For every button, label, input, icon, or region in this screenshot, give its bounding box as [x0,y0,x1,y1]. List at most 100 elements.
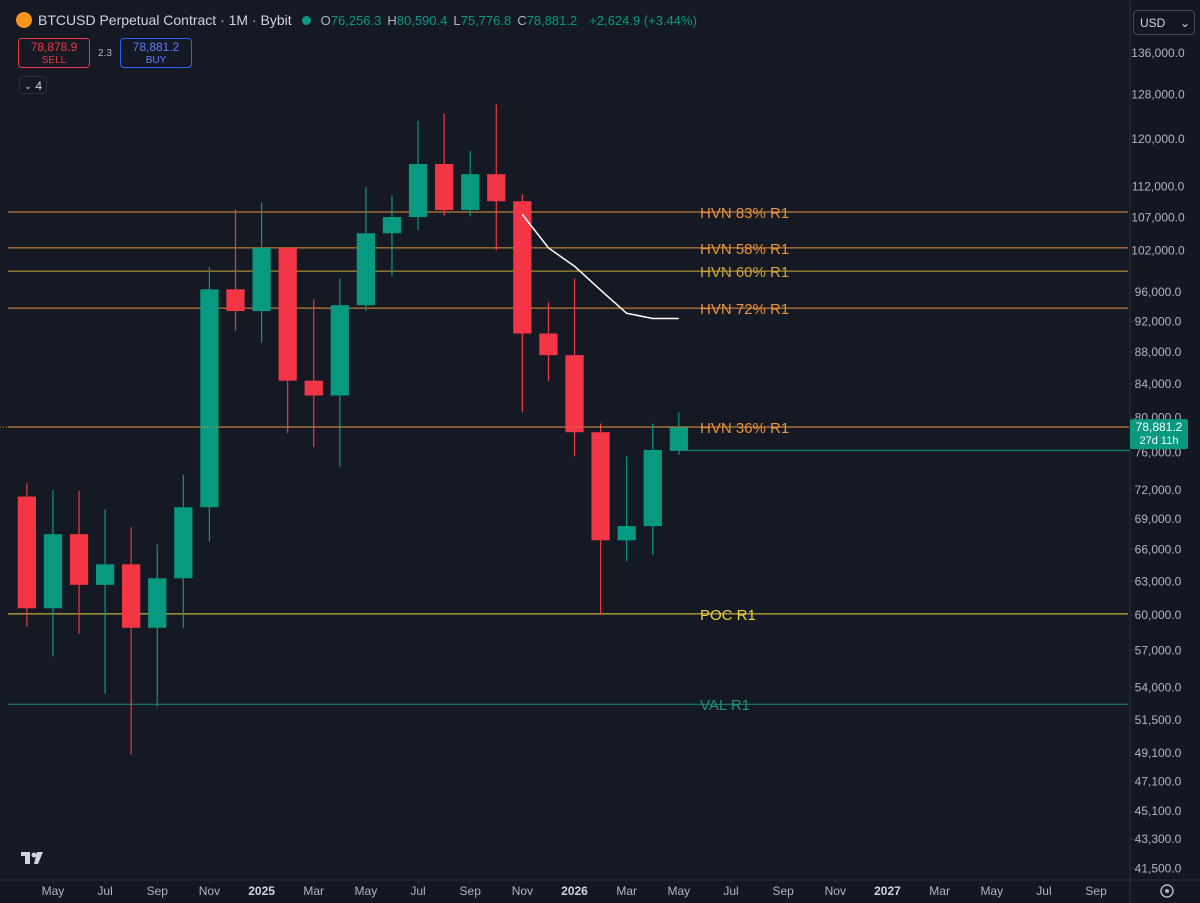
y-tick-label: 128,000.0 [1131,88,1185,102]
candle-body [304,380,323,396]
x-tick-label: Sep [460,884,482,898]
x-tick-label: Jul [410,884,425,898]
x-tick-label: Nov [825,884,846,898]
candle-body [330,305,349,396]
change: +2,624.9 (+3.44%) [589,12,697,28]
y-tick-label: 72,000.0 [1135,483,1182,497]
symbol[interactable]: BTCUSD Perpetual Contract · 1M · Bybit [38,12,292,28]
candle-body [591,432,610,541]
y-tick-label: 69,000.0 [1135,512,1182,526]
x-tick-label: 2027 [874,884,901,898]
candle-body [565,355,584,433]
buy-button[interactable]: 78,881.2 BUY [120,38,192,68]
x-tick-label: Sep [147,884,169,898]
x-tick-label: Jul [723,884,738,898]
ohlc: O76,256.3 H80,590.4 L75,776.8 C78,881.2 [321,13,584,28]
x-tick-label: May [355,884,378,898]
candle-body [122,564,141,628]
y-tick-label: 120,000.0 [1131,132,1185,146]
currency-select[interactable]: USD ⌄ [1133,10,1195,35]
candle-body [461,174,480,211]
candle-body [513,201,532,334]
y-tick-label: 54,000.0 [1135,680,1182,694]
y-tick-label: 136,000.0 [1131,46,1185,60]
ohlc-value: 80,590.4 [396,12,448,28]
y-tick-label: 107,000.0 [1131,211,1185,225]
x-tick-label: Sep [772,884,794,898]
candle-body [617,526,636,541]
level-label: HVN 72% R1 [700,301,789,318]
y-tick-label: 63,000.0 [1135,575,1182,589]
indicator-toggle[interactable]: ⌄ 4 [19,76,47,94]
buy-label: BUY [145,55,167,66]
y-tick-label: 45,100.0 [1135,804,1182,818]
y-tick-label: 41,500.0 [1135,861,1182,875]
x-tick-label: May [667,884,690,898]
y-tick-label: 84,000.0 [1135,377,1182,391]
level-label: HVN 36% R1 [700,420,789,437]
level-label: HVN 60% R1 [700,264,789,281]
y-tick-label: 60,000.0 [1135,608,1182,622]
candle-body [17,496,36,609]
x-tick-label: Jul [1036,884,1051,898]
candle-body [278,247,297,381]
sell-label: SELL [41,55,67,66]
moving-average [521,214,679,320]
price-tag-countdown: 27d 11h [1140,435,1179,447]
candle-body [669,427,688,451]
y-tick-label: 88,000.0 [1135,345,1182,359]
candle-body [356,233,376,306]
candle-body [148,578,167,628]
spread: 2.3 [98,48,112,59]
x-tick-label: Nov [512,884,533,898]
sell-price: 78,878.9 [30,40,78,54]
y-tick-label: 43,300.0 [1135,832,1182,846]
ohlc-value: 78,881.2 [526,12,578,28]
buy-price: 78,881.2 [132,40,180,54]
candle-body [200,289,219,508]
candle-body [95,564,115,585]
x-tick-label: May [42,884,65,898]
x-tick-label: 2025 [248,884,275,898]
candle-body [43,534,63,609]
ohlc-key: L [453,12,461,28]
sell-button[interactable]: 78,878.9 SELL [18,38,90,68]
ohlc-key: C [517,12,527,28]
tv-logo [21,852,43,864]
indicator-count: 4 [35,79,42,93]
candle-body [382,217,402,234]
settings-icon[interactable] [1160,884,1174,898]
x-tick-label: Mar [303,884,324,898]
candle-body [539,333,558,356]
candle-body [643,449,662,527]
level-label: HVN 83% R1 [700,205,789,222]
ohlc-value: 76,256.3 [330,12,382,28]
y-tick-label: 112,000.0 [1132,179,1185,193]
candle-body [174,507,193,579]
candle-body [408,164,428,218]
coin-icon [16,12,32,28]
price-tag [1130,419,1188,450]
header: BTCUSD Perpetual Contract · 1M · Bybit O… [16,12,697,28]
x-tick-label: Mar [929,884,950,898]
y-tick-label: 102,000.0 [1131,244,1185,258]
ohlc-key: H [387,12,397,28]
candle-body [69,534,89,585]
y-tick-label: 47,100.0 [1135,774,1182,788]
level-label: VAL R1 [700,697,750,714]
y-tick-label: 76,000.0 [1135,446,1182,460]
status-dot [301,15,311,25]
x-tick-label: Jul [97,884,112,898]
candle-body [487,174,506,202]
price-tag-label: 78,881.2 [1136,420,1183,434]
level-label: POC R1 [700,607,756,624]
x-tick-label: Nov [199,884,220,898]
ohlc-value: 75,776.8 [460,12,512,28]
y-tick-label: 96,000.0 [1135,285,1182,299]
x-tick-label: Sep [1085,884,1107,898]
currency: USD [1140,16,1166,30]
plot-area [0,0,1130,880]
y-tick-label: 66,000.0 [1135,543,1182,557]
